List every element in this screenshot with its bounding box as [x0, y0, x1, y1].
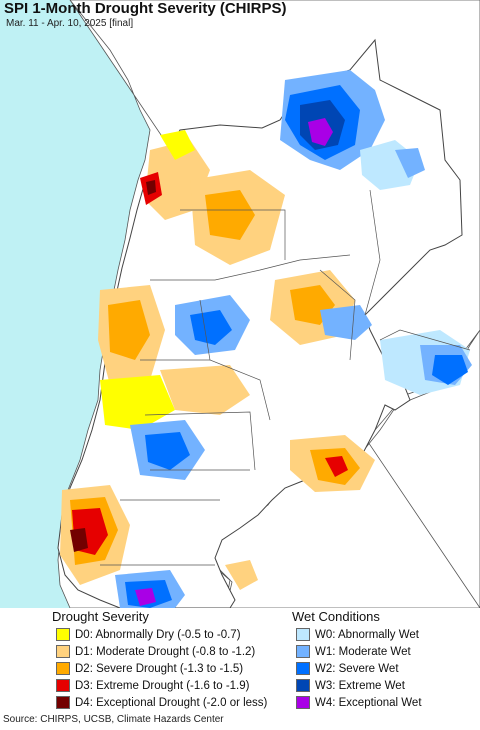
d4-patch-pat	[70, 528, 88, 552]
w4-patch-south	[135, 588, 156, 606]
legend-item-w3: W3: Extreme Wet	[296, 677, 422, 694]
legend-drought-column: Drought Severity D0: Abnormally Dry (-0.…	[52, 608, 267, 711]
boundary-line	[319, 269, 356, 361]
w1-patch-east	[320, 305, 372, 340]
d2-patch-central-n	[205, 190, 255, 240]
map-subtitle: Mar. 11 - Apr. 10, 2025 [final]	[6, 18, 134, 29]
boundary-line	[180, 209, 286, 260]
swatch-w4	[296, 696, 310, 709]
swatch-d0	[56, 628, 70, 641]
swatch-d2	[56, 662, 70, 675]
legend-wet-column: Wet Conditions W0: Abnormally Wet W1: Mo…	[292, 608, 422, 711]
province-boundaries	[100, 189, 471, 566]
legend-label-d3: D3: Extreme Drought (-1.6 to -1.9)	[75, 679, 250, 692]
swatch-d4	[56, 696, 70, 709]
legend-item-w1: W1: Moderate Wet	[296, 643, 422, 660]
boundary-line	[199, 299, 271, 421]
legend-label-w2: W2: Severe Wet	[315, 662, 399, 675]
legend-label-d2: D2: Severe Drought (-1.3 to -1.5)	[75, 662, 244, 675]
legend-wet-heading: Wet Conditions	[292, 609, 380, 624]
swatch-w2	[296, 662, 310, 675]
boundary-line	[150, 254, 351, 281]
d2-patch-west	[108, 300, 150, 360]
swatch-w0	[296, 628, 310, 641]
legend-label-d1: D1: Moderate Drought (-0.8 to -1.2)	[75, 645, 256, 658]
legend-drought-heading: Drought Severity	[52, 609, 149, 624]
legend-item-w0: W0: Abnormally Wet	[296, 626, 422, 643]
w4-patch-paraguay	[308, 118, 333, 146]
w2-patch-central	[190, 310, 232, 345]
legend-label-w1: W1: Moderate Wet	[315, 645, 411, 658]
d1-patch-west-s	[160, 365, 250, 415]
drought-patches	[60, 70, 472, 608]
legend-label-w3: W3: Extreme Wet	[315, 679, 405, 692]
d3-patch-pampas	[325, 456, 348, 477]
legend-item-d1: D1: Moderate Drought (-0.8 to -1.2)	[56, 643, 267, 660]
legend-label-d4: D4: Exceptional Drought (-2.0 or less)	[75, 696, 268, 709]
d0-patch-nw	[160, 130, 195, 160]
d4-patch-nw	[146, 180, 156, 195]
w2-patch-uruguay	[432, 355, 468, 385]
legend-label-w4: W4: Exceptional Wet	[315, 696, 422, 709]
legend-item-d3: D3: Extreme Drought (-1.6 to -1.9)	[56, 677, 267, 694]
swatch-w1	[296, 645, 310, 658]
source-credit: Source: CHIRPS, UCSB, Climate Hazards Ce…	[3, 714, 224, 725]
legend-item-w4: W4: Exceptional Wet	[296, 694, 422, 711]
d1-patch-se	[225, 560, 258, 590]
boundary-line	[144, 411, 256, 471]
w1-patch-paraguay-e	[395, 148, 425, 178]
legend-label-w0: W0: Abnormally Wet	[315, 628, 419, 641]
legend: Drought Severity D0: Abnormally Dry (-0.…	[0, 608, 480, 712]
boundary-line	[379, 329, 471, 351]
drought-map	[0, 0, 480, 608]
w2-patch-cw	[145, 432, 190, 470]
legend-item-d4: D4: Exceptional Drought (-2.0 or less)	[56, 694, 267, 711]
legend-item-w2: W2: Severe Wet	[296, 660, 422, 677]
swatch-d1	[56, 645, 70, 658]
legend-label-d0: D0: Abnormally Dry (-0.5 to -0.7)	[75, 628, 241, 641]
legend-item-d0: D0: Abnormally Dry (-0.5 to -0.7)	[56, 626, 267, 643]
swatch-d3	[56, 679, 70, 692]
d0-patch-west	[100, 375, 175, 430]
legend-item-d2: D2: Severe Drought (-1.3 to -1.5)	[56, 660, 267, 677]
map-title: SPI 1-Month Drought Severity (CHIRPS)	[4, 0, 287, 17]
swatch-w3	[296, 679, 310, 692]
boundary-line	[364, 189, 381, 316]
